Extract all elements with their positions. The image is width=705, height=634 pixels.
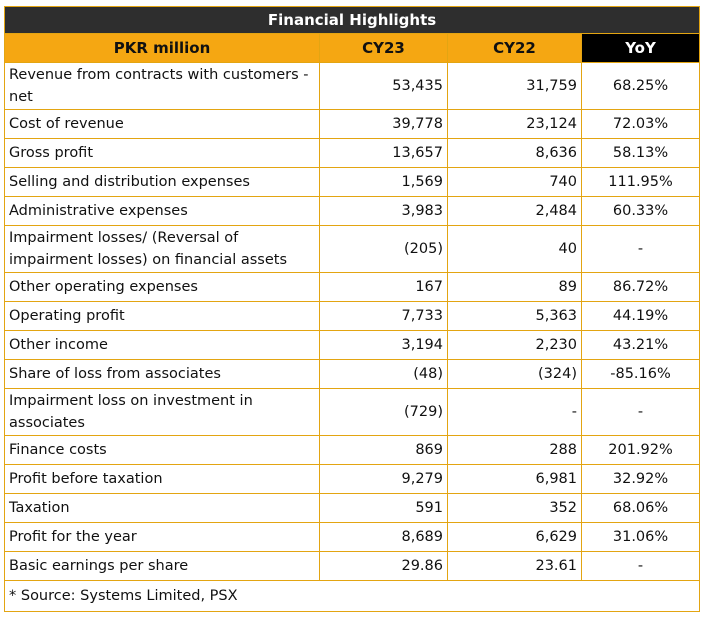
header-cy23: CY23: [319, 33, 448, 63]
row-cy22-value: 2,484: [447, 196, 582, 226]
table-row: Profit before taxation 9,279 6,981 32.92%: [4, 464, 701, 494]
row-cy23-value: 8,689: [319, 522, 448, 552]
row-label: Revenue from contracts with customers - …: [4, 62, 320, 110]
source-row: * Source: Systems Limited, PSX: [3, 580, 701, 612]
header-unit: PKR million: [4, 33, 320, 63]
row-cy23-value: (48): [319, 359, 448, 389]
financial-highlights-table-container: Financial Highlights PKR million CY23 CY…: [3, 6, 701, 612]
table-row: Taxation 591 352 68.06%: [4, 493, 701, 523]
row-cy23-value: (729): [319, 388, 448, 436]
row-cy23-value: 13,657: [319, 138, 448, 168]
row-yoy-value: -: [580, 225, 701, 273]
table-row: Profit for the year 8,689 6,629 31.06%: [4, 522, 701, 552]
row-yoy-value: -85.16%: [580, 359, 701, 389]
row-yoy-value: 31.06%: [580, 522, 701, 552]
row-yoy-value: 43.21%: [580, 330, 701, 360]
row-label: Other income: [4, 330, 320, 360]
row-yoy-value: 68.06%: [580, 493, 701, 523]
row-yoy-value: 201.92%: [580, 435, 701, 465]
table-row: Other income 3,194 2,230 43.21%: [4, 330, 701, 360]
row-cy23-value: 39,778: [319, 109, 448, 139]
header-cy22: CY22: [447, 33, 582, 63]
row-yoy-value: 44.19%: [580, 301, 701, 331]
table-row: Cost of revenue 39,778 23,124 72.03%: [4, 109, 701, 139]
header-yoy: YoY: [580, 33, 701, 63]
row-cy22-value: 5,363: [447, 301, 582, 331]
row-cy23-value: 7,733: [319, 301, 448, 331]
row-label: Gross profit: [4, 138, 320, 168]
row-cy23-value: 591: [319, 493, 448, 523]
row-cy22-value: 740: [447, 167, 582, 197]
table-body: Revenue from contracts with customers - …: [4, 62, 701, 581]
row-label: Impairment losses/ (Reversal of impairme…: [4, 225, 320, 273]
table-row: Share of loss from associates (48) (324) -8…: [4, 359, 701, 389]
row-label: Cost of revenue: [4, 109, 320, 139]
row-label: Impairment loss on investment in associa…: [4, 388, 320, 436]
row-cy22-value: 23.61: [447, 551, 582, 581]
table-title: Financial Highlights: [3, 6, 701, 34]
row-yoy-value: 111.95%: [580, 167, 701, 197]
table-row: Impairment loss on investment in associa…: [4, 388, 701, 436]
table-row: Impairment losses/ (Reversal of impairme…: [4, 225, 701, 273]
row-cy22-value: 352: [447, 493, 582, 523]
table-row: Finance costs 869 288 201.92%: [4, 435, 701, 465]
table-row: Gross profit 13,657 8,636 58.13%: [4, 138, 701, 168]
row-yoy-value: 86.72%: [580, 272, 701, 302]
row-label: Administrative expenses: [4, 196, 320, 226]
row-cy22-value: (324): [447, 359, 582, 389]
row-cy23-value: (205): [319, 225, 448, 273]
row-cy22-value: 31,759: [447, 62, 582, 110]
row-cy22-value: -: [447, 388, 582, 436]
row-yoy-value: 68.25%: [580, 62, 701, 110]
source-note: * Source: Systems Limited, PSX: [3, 580, 701, 612]
row-label: Share of loss from associates: [4, 359, 320, 389]
row-cy22-value: 288: [447, 435, 582, 465]
row-yoy-value: -: [580, 388, 701, 436]
row-cy22-value: 40: [447, 225, 582, 273]
row-cy23-value: 3,983: [319, 196, 448, 226]
table-row: Administrative expenses 3,983 2,484 60.33%: [4, 196, 701, 226]
row-label: Other operating expenses: [4, 272, 320, 302]
row-cy23-value: 29.86: [319, 551, 448, 581]
row-label: Finance costs: [4, 435, 320, 465]
row-cy23-value: 167: [319, 272, 448, 302]
row-cy22-value: 6,629: [447, 522, 582, 552]
row-cy23-value: 9,279: [319, 464, 448, 494]
row-cy22-value: 89: [447, 272, 582, 302]
row-cy22-value: 6,981: [447, 464, 582, 494]
row-label: Profit before taxation: [4, 464, 320, 494]
row-label: Profit for the year: [4, 522, 320, 552]
row-cy22-value: 2,230: [447, 330, 582, 360]
row-label: Taxation: [4, 493, 320, 523]
row-label: Selling and distribution expenses: [4, 167, 320, 197]
row-cy22-value: 8,636: [447, 138, 582, 168]
row-cy22-value: 23,124: [447, 109, 582, 139]
table-row: Basic earnings per share 29.86 23.61-: [4, 551, 701, 581]
row-yoy-value: 60.33%: [580, 196, 701, 226]
row-cy23-value: 869: [319, 435, 448, 465]
table-row: Revenue from contracts with customers - …: [4, 62, 701, 110]
row-yoy-value: 72.03%: [580, 109, 701, 139]
financial-highlights-table: Financial Highlights PKR million CY23 CY…: [3, 6, 701, 612]
row-yoy-value: 32.92%: [580, 464, 701, 494]
row-cy23-value: 53,435: [319, 62, 448, 110]
row-yoy-value: -: [580, 551, 701, 581]
row-cy23-value: 1,569: [319, 167, 448, 197]
row-label: Operating profit: [4, 301, 320, 331]
table-row: Other operating expenses 167 89 86.72%: [4, 272, 701, 302]
row-yoy-value: 58.13%: [580, 138, 701, 168]
row-label: Basic earnings per share: [4, 551, 320, 581]
table-row: Selling and distribution expenses 1,569 74…: [4, 167, 701, 197]
row-cy23-value: 3,194: [319, 330, 448, 360]
header-row: PKR million CY23 CY22 YoY: [4, 33, 701, 63]
table-row: Operating profit 7,733 5,363 44.19%: [4, 301, 701, 331]
table-title-row: Financial Highlights: [3, 6, 701, 34]
